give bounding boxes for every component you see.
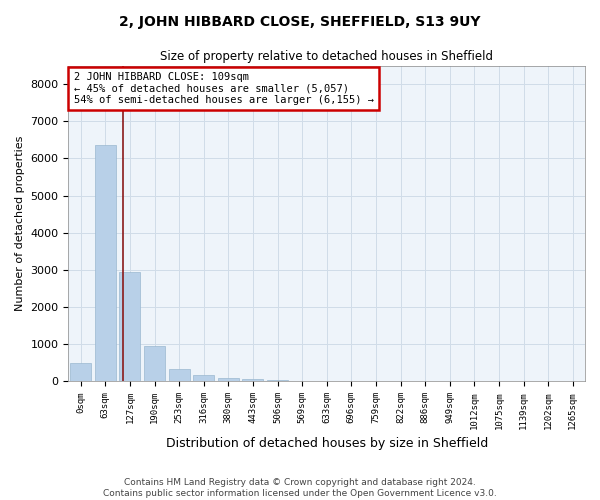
Bar [169,370,190,382]
Bar [95,146,116,382]
Bar [267,380,288,382]
Bar [292,381,313,382]
Text: 2 JOHN HIBBARD CLOSE: 109sqm
← 45% of detached houses are smaller (5,057)
54% of: 2 JOHN HIBBARD CLOSE: 109sqm ← 45% of de… [74,72,374,105]
Bar [144,346,165,382]
X-axis label: Distribution of detached houses by size in Sheffield: Distribution of detached houses by size … [166,437,488,450]
Title: Size of property relative to detached houses in Sheffield: Size of property relative to detached ho… [160,50,493,63]
Bar [218,378,239,382]
Text: 2, JOHN HIBBARD CLOSE, SHEFFIELD, S13 9UY: 2, JOHN HIBBARD CLOSE, SHEFFIELD, S13 9U… [119,15,481,29]
Y-axis label: Number of detached properties: Number of detached properties [15,136,25,311]
Bar [70,364,91,382]
Bar [242,379,263,382]
Bar [193,374,214,382]
Text: Contains HM Land Registry data © Crown copyright and database right 2024.
Contai: Contains HM Land Registry data © Crown c… [103,478,497,498]
Bar [119,272,140,382]
